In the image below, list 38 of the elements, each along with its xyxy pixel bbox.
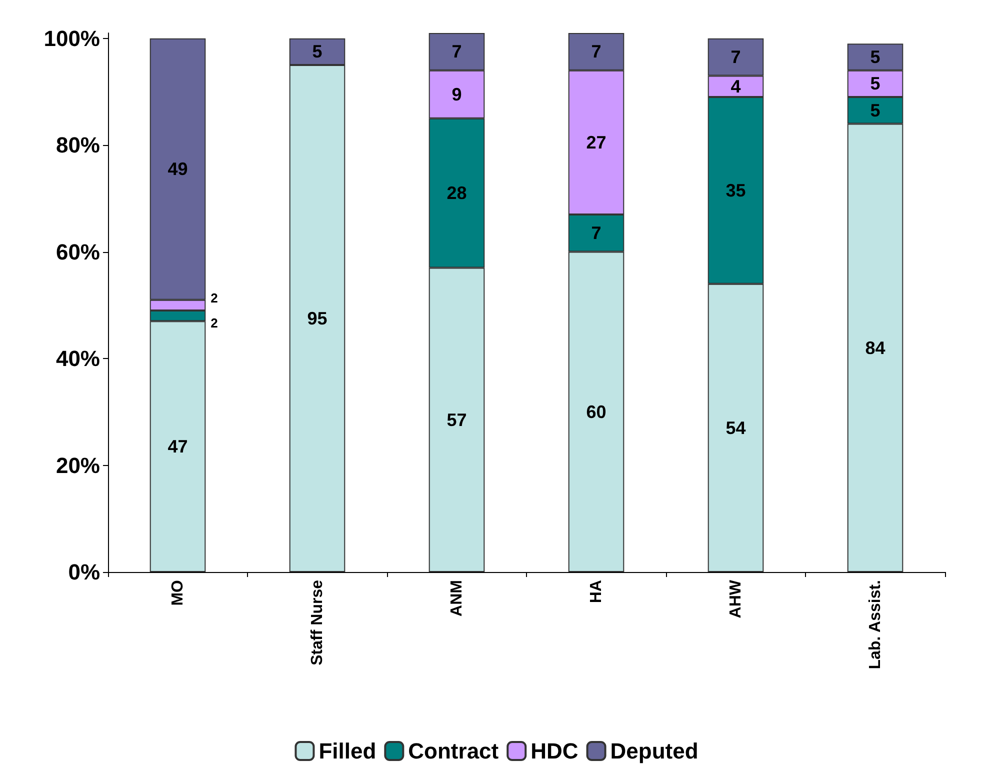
data-label: 2 [210,315,218,330]
data-label: 7 [730,47,741,68]
data-label: 5 [870,100,880,120]
data-label: 7 [591,42,602,62]
data-label: 57 [446,410,467,430]
legend-label: Contract [408,738,500,764]
y-tick-label: 0% [68,560,100,584]
legend-label: Filled [318,738,376,764]
y-tick-label: 20% [56,452,100,478]
data-label: 84 [865,338,886,358]
data-label: 35 [726,180,746,200]
data-label: 5 [870,47,880,68]
x-tick-label: HA [588,580,605,604]
data-label: 7 [591,223,602,244]
data-label: 95 [307,308,328,329]
legend-label: HDC [530,738,578,764]
data-label: 7 [452,42,462,62]
data-label: 5 [870,74,880,94]
data-label: 27 [586,132,606,152]
y-tick-label: 60% [56,239,100,264]
y-tick-label: 80% [56,132,100,158]
y-tick-label: 40% [56,346,100,372]
data-label: 28 [446,183,467,204]
x-tick-label: MO [169,580,186,606]
data-label: 47 [168,436,188,457]
x-tick-label: Staff Nurse [308,580,326,666]
data-label: 9 [452,84,462,104]
data-label: 5 [312,42,322,62]
y-tick-label: 100% [44,26,100,51]
data-label: 4 [730,76,741,96]
x-tick-label: AHW [727,579,744,618]
data-label: 60 [586,402,606,422]
legend-label: Deputed [610,738,698,764]
data-label: 49 [168,159,188,180]
data-label: 2 [210,290,218,306]
data-label: 54 [726,418,746,438]
x-tick-label: Lab. Assist. [866,580,884,670]
x-tick-label: ANM [448,580,466,616]
